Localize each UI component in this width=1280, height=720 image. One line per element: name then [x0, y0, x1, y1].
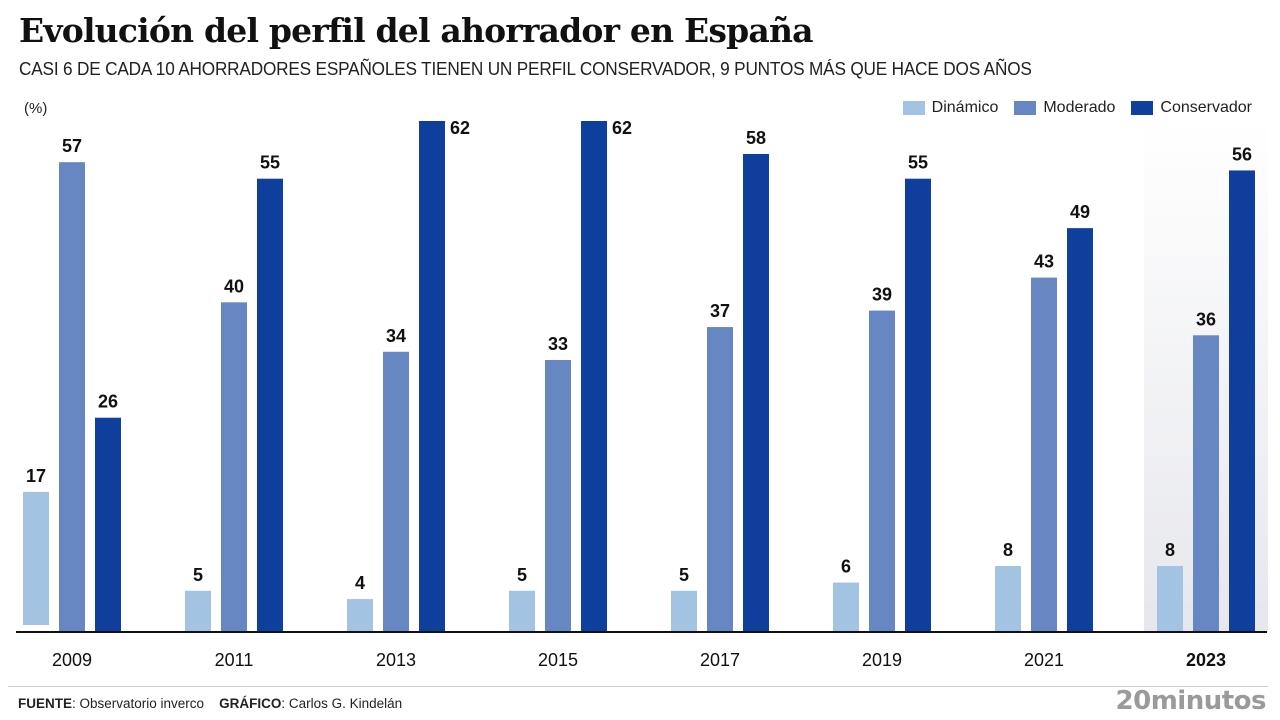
data-label-dinamico-2021: 8 — [1003, 540, 1013, 560]
bar-dinamico-2011 — [185, 590, 211, 632]
bar-conservador-2023 — [1229, 170, 1255, 633]
chart-subtitle: CASI 6 DE CADA 10 AHORRADORES ESPAÑOLES … — [19, 58, 1032, 79]
data-label-dinamico-2011: 5 — [193, 565, 203, 585]
bar-conservador-2015 — [581, 121, 607, 632]
x-tick-label-2017: 2017 — [700, 650, 740, 670]
data-label-conservador-2019: 55 — [908, 153, 928, 173]
y-axis-unit-label: (%) — [24, 100, 48, 117]
data-label-dinamico-2017: 5 — [679, 565, 689, 585]
data-label-dinamico-2023: 8 — [1165, 540, 1175, 560]
source-credit: FUENTE: Observatorio inverco GRÁFICO: Ca… — [18, 696, 402, 711]
bar-dinamico-2017 — [671, 590, 697, 632]
legend-swatch-moderado — [1014, 101, 1037, 115]
data-label-moderado-2015: 33 — [548, 334, 568, 354]
data-label-dinamico-2019: 6 — [841, 557, 851, 577]
data-label-moderado-2023: 36 — [1196, 309, 1216, 329]
x-tick-label-2023: 2023 — [1186, 650, 1226, 670]
legend-item-dinamico: Dinámico — [902, 99, 999, 117]
bar-conservador-2021 — [1067, 228, 1093, 633]
x-tick-label-2019: 2019 — [862, 650, 902, 670]
legend-label-moderado: Moderado — [1043, 99, 1116, 116]
data-label-moderado-2013: 34 — [386, 326, 406, 346]
bar-dinamico-2009 — [23, 491, 49, 625]
bar-moderado-2011 — [221, 302, 247, 632]
x-tick-label-2021: 2021 — [1024, 650, 1064, 670]
data-label-conservador-2021: 49 — [1070, 202, 1090, 222]
data-label-moderado-2011: 40 — [224, 276, 244, 296]
footer-divider — [8, 686, 1268, 687]
bar-conservador-2019 — [905, 178, 931, 632]
bar-conservador-2009 — [95, 417, 121, 632]
data-label-conservador-2009: 26 — [98, 392, 118, 412]
legend-swatch-conservador — [1131, 101, 1154, 115]
legend-item-moderado: Moderado — [1014, 99, 1115, 117]
data-label-moderado-2021: 43 — [1034, 252, 1054, 272]
bar-dinamico-2013 — [347, 599, 373, 632]
x-tick-label-2011: 2011 — [215, 650, 254, 670]
x-tick-label-2013: 2013 — [376, 650, 416, 670]
bar-dinamico-2023 — [1157, 566, 1183, 632]
bar-moderado-2015 — [545, 360, 571, 632]
bar-moderado-2019 — [869, 310, 895, 632]
data-label-dinamico-2013: 4 — [355, 573, 365, 593]
chart-title: Evolución del perfil del ahorrador en Es… — [19, 11, 814, 50]
x-tick-label-2009: 2009 — [52, 650, 92, 670]
data-label-dinamico-2015: 5 — [517, 565, 527, 585]
bar-conservador-2013 — [419, 121, 445, 632]
legend-label-conservador: Conservador — [1160, 99, 1252, 116]
bar-moderado-2009 — [59, 162, 85, 633]
bar-moderado-2013 — [383, 351, 409, 632]
data-label-moderado-2019: 39 — [872, 285, 892, 305]
bar-dinamico-2021 — [995, 566, 1021, 632]
graphic-label: GRÁFICO — [219, 696, 282, 711]
data-label-conservador-2015: 62 — [612, 118, 632, 138]
data-label-conservador-2013: 62 — [450, 118, 470, 138]
bar-conservador-2017 — [743, 153, 769, 632]
data-label-moderado-2009: 57 — [62, 136, 82, 156]
graphic-value: : Carlos G. Kindelán — [281, 696, 403, 711]
bar-dinamico-2015 — [509, 590, 535, 632]
bar-moderado-2023 — [1193, 335, 1219, 632]
legend: Dinámico Moderado Conservador — [902, 99, 1252, 117]
legend-swatch-dinamico — [902, 101, 925, 115]
bar-dinamico-2019 — [833, 582, 859, 632]
data-label-conservador-2023: 56 — [1232, 144, 1252, 164]
data-label-conservador-2017: 58 — [746, 128, 766, 148]
brand-logo: 20minutos — [1115, 686, 1267, 716]
legend-item-conservador: Conservador — [1131, 99, 1252, 117]
data-label-conservador-2011: 55 — [260, 153, 280, 173]
source-label: FUENTE — [18, 696, 72, 711]
data-label-moderado-2017: 37 — [710, 301, 730, 321]
legend-label-dinamico: Dinámico — [931, 99, 999, 116]
bar-conservador-2011 — [257, 178, 283, 632]
bar-moderado-2017 — [707, 327, 733, 632]
x-tick-label-2015: 2015 — [538, 650, 578, 670]
source-value: : Observatorio inverco — [72, 696, 205, 711]
data-label-dinamico-2009: 17 — [26, 466, 46, 486]
bar-moderado-2021 — [1031, 277, 1057, 632]
